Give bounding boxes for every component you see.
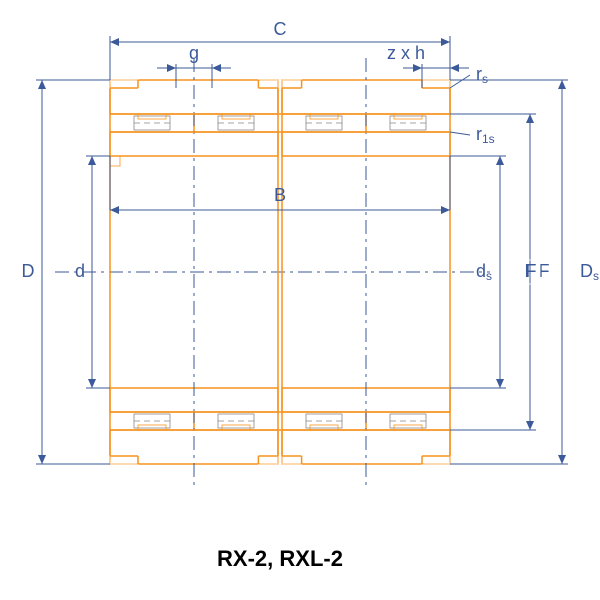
bearing-cross-section-diagram: Cgz x hBDddsFFDsFrsr1sRX-2, RXL-2 [0, 0, 600, 600]
svg-text:B: B [274, 185, 286, 205]
svg-text:RX-2, RXL-2: RX-2, RXL-2 [217, 546, 343, 571]
svg-text:d: d [75, 261, 85, 281]
svg-text:rs: rs [476, 64, 488, 86]
svg-text:g: g [189, 43, 199, 63]
svg-text:r1s: r1s [476, 124, 495, 146]
svg-text:z x h: z x h [387, 43, 425, 63]
svg-text:D: D [22, 261, 35, 281]
svg-text:Ds: Ds [580, 261, 599, 283]
svg-text:ds: ds [476, 261, 492, 283]
svg-text:C: C [274, 19, 287, 39]
svg-text:F: F [526, 261, 537, 281]
